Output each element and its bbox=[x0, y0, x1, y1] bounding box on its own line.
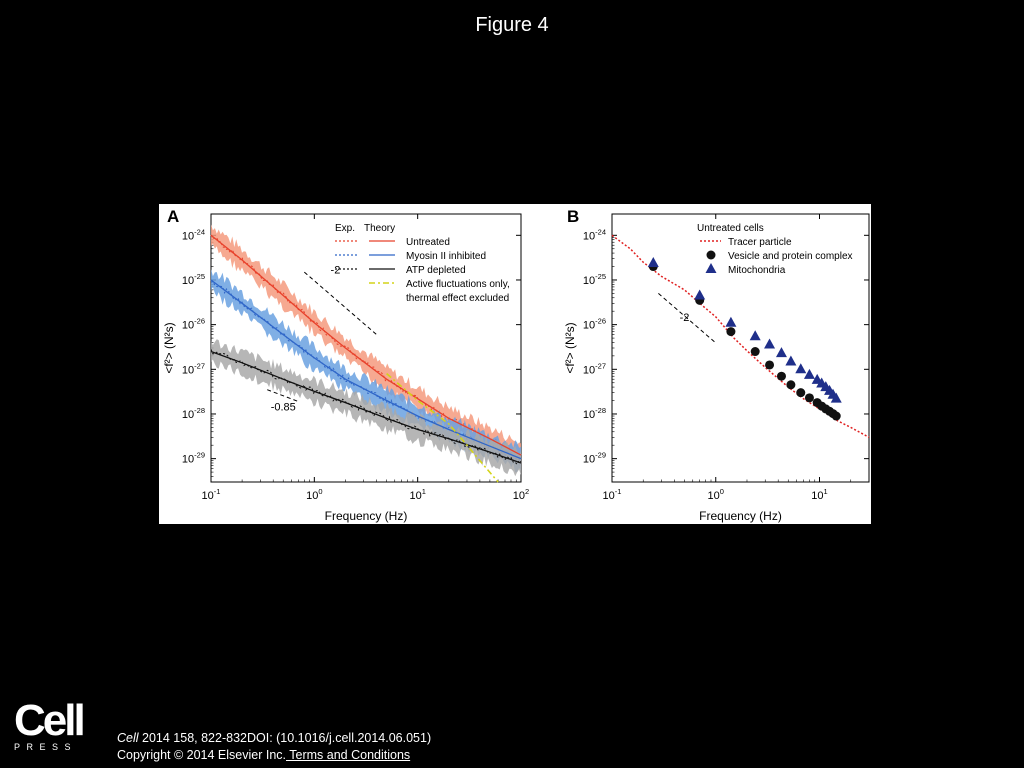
figure-4-charts: A Frequency (Hz) <f²> (N²s) Exp. Theory Untre… bbox=[162, 207, 870, 523]
vesicle-point bbox=[750, 347, 760, 357]
panel-a: A Frequency (Hz) <f²> (N²s) Exp. Theory Untre… bbox=[162, 207, 522, 523]
mitochondria-point bbox=[775, 347, 787, 358]
slide-title: Figure 4 bbox=[475, 14, 549, 36]
vesicle-point bbox=[831, 411, 841, 421]
mitochondria-point bbox=[803, 368, 815, 379]
x-tick-label: 101 bbox=[409, 487, 425, 502]
y-tick-label: 10-29 bbox=[182, 451, 205, 466]
y-tick-label: 10-26 bbox=[583, 317, 606, 332]
legend-entry: Untreated bbox=[406, 237, 450, 248]
y-tick-label: 10-25 bbox=[583, 272, 606, 287]
cell-press-logo: Cell PRESS bbox=[14, 696, 86, 753]
mitochondria-point bbox=[647, 256, 659, 267]
slope-guide-line bbox=[267, 389, 299, 402]
y-axis-label: <f²> (N²s) bbox=[563, 322, 577, 373]
theory-line-active-fluctuations-only-thermal-effect-excluded bbox=[386, 372, 499, 483]
legend-entry: ATP depleted bbox=[406, 265, 466, 276]
copyright-line: Copyright © 2014 Elsevier Inc. Terms and… bbox=[117, 748, 410, 762]
legend-entry: Myosin II inhibited bbox=[406, 251, 486, 262]
x-tick-label: 100 bbox=[708, 487, 724, 502]
journal-name: Cell bbox=[117, 731, 139, 745]
slope-label: -2 bbox=[331, 264, 341, 276]
panel-letter-b: B bbox=[567, 207, 579, 226]
cell-logo-press: PRESS bbox=[14, 742, 78, 752]
legend-entry: Active fluctuations only, bbox=[406, 279, 510, 290]
mitochondria-point bbox=[785, 355, 797, 366]
slope-guide-line bbox=[303, 271, 377, 335]
legend-entry: Tracer particle bbox=[728, 237, 792, 248]
panel-b: B Frequency (Hz) <f²> (N²s) Untreated cells… bbox=[563, 207, 870, 523]
slope-guide-line bbox=[658, 293, 717, 344]
x-tick-label: 10-1 bbox=[603, 487, 622, 502]
citation-details: 2014 158, 822-832DOI: (10.1016/j.cell.20… bbox=[138, 731, 432, 745]
x-tick-label: 10-1 bbox=[202, 487, 221, 502]
legend-header-theory: Theory bbox=[364, 223, 395, 234]
x-tick-label: 101 bbox=[811, 487, 827, 502]
legend-header-exp: Exp. bbox=[335, 223, 355, 234]
y-tick-label: 10-29 bbox=[583, 451, 606, 466]
vesicle-point bbox=[786, 380, 796, 390]
mitochondria-point bbox=[694, 289, 706, 300]
mitochondria-point bbox=[749, 330, 761, 341]
copyright-text: Copyright © 2014 Elsevier Inc. bbox=[117, 748, 287, 762]
y-tick-label: 10-27 bbox=[583, 361, 606, 376]
mitochondria-point bbox=[795, 363, 807, 374]
x-axis-label: Frequency (Hz) bbox=[325, 509, 408, 523]
mitochondria-point bbox=[764, 338, 776, 349]
theory-line-myosin-ii-inhibited bbox=[210, 279, 522, 460]
x-tick-label: 102 bbox=[513, 487, 529, 502]
y-tick-label: 10-27 bbox=[182, 361, 205, 376]
legend-swatch-mitochondria bbox=[705, 263, 717, 273]
y-tick-label: 10-25 bbox=[182, 272, 205, 287]
legend-entry: thermal effect excluded bbox=[406, 293, 509, 304]
cell-logo-word: Cell bbox=[14, 696, 86, 745]
panel-letter-a: A bbox=[167, 207, 179, 226]
legend-entry: Mitochondria bbox=[728, 265, 786, 276]
citation: Cell 2014 158, 822-832DOI: (10.1016/j.ce… bbox=[117, 731, 431, 745]
legend-swatch-vesicle bbox=[706, 250, 716, 260]
x-axis-label: Frequency (Hz) bbox=[699, 509, 782, 523]
mitochondria-point bbox=[725, 316, 737, 327]
vesicle-point bbox=[765, 360, 775, 370]
band-atp-depleted bbox=[211, 339, 521, 477]
terms-and-conditions-link[interactable]: Terms and Conditions bbox=[286, 748, 411, 762]
x-tick-label: 100 bbox=[306, 487, 322, 502]
theory-line-untreated bbox=[210, 234, 522, 456]
y-tick-label: 10-28 bbox=[583, 406, 606, 421]
mitochondria-point bbox=[830, 392, 842, 403]
vesicle-point bbox=[804, 393, 814, 403]
theory-line-atp-depleted bbox=[210, 350, 522, 464]
vesicle-point bbox=[776, 371, 786, 381]
y-axis-label: <f²> (N²s) bbox=[162, 322, 176, 373]
legend-entry: Vesicle and protein complex bbox=[728, 251, 853, 262]
slope-label: -2 bbox=[680, 312, 690, 324]
legend-header: Untreated cells bbox=[697, 223, 764, 234]
y-tick-label: 10-24 bbox=[182, 227, 205, 242]
y-tick-label: 10-24 bbox=[583, 227, 606, 242]
band-myosin-ii-inhibited bbox=[211, 269, 521, 473]
vesicle-point bbox=[796, 388, 806, 398]
y-tick-label: 10-28 bbox=[182, 406, 205, 421]
exp-line-atp-depleted bbox=[210, 349, 522, 466]
figure-panel: A Frequency (Hz) <f²> (N²s) Exp. Theory Untre… bbox=[159, 204, 871, 524]
vesicle-point bbox=[726, 327, 736, 337]
slope-label: -0.85 bbox=[271, 401, 296, 413]
y-tick-label: 10-26 bbox=[182, 317, 205, 332]
